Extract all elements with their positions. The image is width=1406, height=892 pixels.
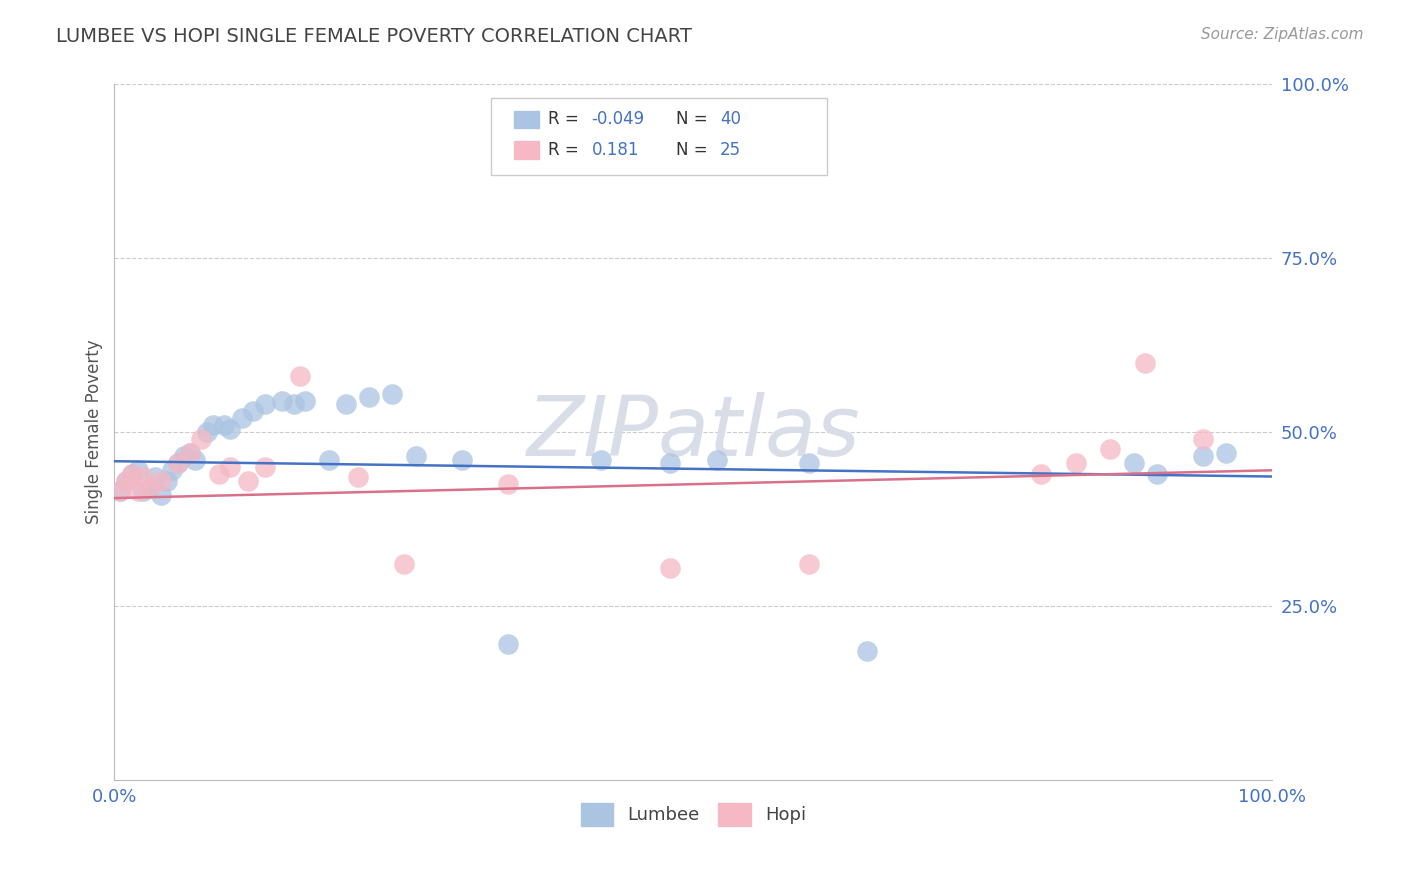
Point — [318, 453, 340, 467]
Point — [127, 463, 149, 477]
Text: N =: N = — [676, 141, 713, 159]
Point — [219, 421, 242, 435]
Point — [253, 397, 276, 411]
Point — [167, 456, 190, 470]
Point — [659, 560, 682, 574]
Text: R =: R = — [547, 111, 583, 128]
Point — [1215, 446, 1237, 460]
Point — [1146, 467, 1168, 481]
Point — [1122, 456, 1144, 470]
Point — [271, 393, 294, 408]
Point — [589, 453, 612, 467]
Point — [149, 474, 172, 488]
Point — [283, 397, 305, 411]
Point — [659, 456, 682, 470]
Point — [214, 418, 236, 433]
Text: -0.049: -0.049 — [592, 111, 645, 128]
Point — [496, 637, 519, 651]
Point — [167, 456, 190, 470]
Point — [162, 463, 184, 477]
Point — [195, 425, 218, 439]
Text: N =: N = — [676, 111, 713, 128]
Point — [190, 432, 212, 446]
Point — [184, 453, 207, 467]
Point — [201, 418, 224, 433]
FancyBboxPatch shape — [515, 142, 540, 159]
Point — [706, 453, 728, 467]
Point — [1192, 432, 1215, 446]
Point — [496, 477, 519, 491]
FancyBboxPatch shape — [491, 98, 827, 175]
Point — [253, 459, 276, 474]
Point — [392, 557, 415, 571]
Point — [132, 484, 155, 499]
Point — [121, 467, 143, 481]
Y-axis label: Single Female Poverty: Single Female Poverty — [86, 340, 103, 524]
Point — [236, 474, 259, 488]
Point — [179, 446, 201, 460]
Point — [799, 557, 821, 571]
Point — [242, 404, 264, 418]
Point — [208, 467, 231, 481]
Point — [359, 390, 381, 404]
Point — [115, 474, 138, 488]
Point — [138, 481, 160, 495]
Point — [132, 470, 155, 484]
Point — [450, 453, 472, 467]
Point — [155, 474, 177, 488]
Point — [1064, 456, 1087, 470]
Point — [856, 644, 879, 658]
Point — [115, 474, 138, 488]
Point — [346, 470, 368, 484]
Point — [121, 467, 143, 481]
Text: 25: 25 — [720, 141, 741, 159]
Point — [1133, 355, 1156, 369]
Text: 40: 40 — [720, 111, 741, 128]
Point — [1099, 442, 1122, 457]
Point — [108, 484, 131, 499]
Point — [108, 484, 131, 499]
Point — [143, 470, 166, 484]
Point — [219, 459, 242, 474]
Point — [799, 456, 821, 470]
Text: R =: R = — [547, 141, 583, 159]
Text: Source: ZipAtlas.com: Source: ZipAtlas.com — [1201, 27, 1364, 42]
Point — [405, 450, 427, 464]
Point — [294, 393, 316, 408]
Point — [1192, 450, 1215, 464]
Point — [1029, 467, 1052, 481]
Text: 0.181: 0.181 — [592, 141, 640, 159]
Point — [381, 386, 404, 401]
Point — [173, 450, 195, 464]
Point — [149, 487, 172, 501]
Point — [231, 411, 253, 425]
Text: ZIPatlas: ZIPatlas — [527, 392, 860, 473]
Point — [288, 369, 311, 384]
Point — [127, 484, 149, 499]
FancyBboxPatch shape — [515, 111, 540, 128]
Text: LUMBEE VS HOPI SINGLE FEMALE POVERTY CORRELATION CHART: LUMBEE VS HOPI SINGLE FEMALE POVERTY COR… — [56, 27, 692, 45]
Point — [179, 446, 201, 460]
Point — [138, 481, 160, 495]
Point — [335, 397, 357, 411]
Legend: Lumbee, Hopi: Lumbee, Hopi — [574, 796, 813, 833]
